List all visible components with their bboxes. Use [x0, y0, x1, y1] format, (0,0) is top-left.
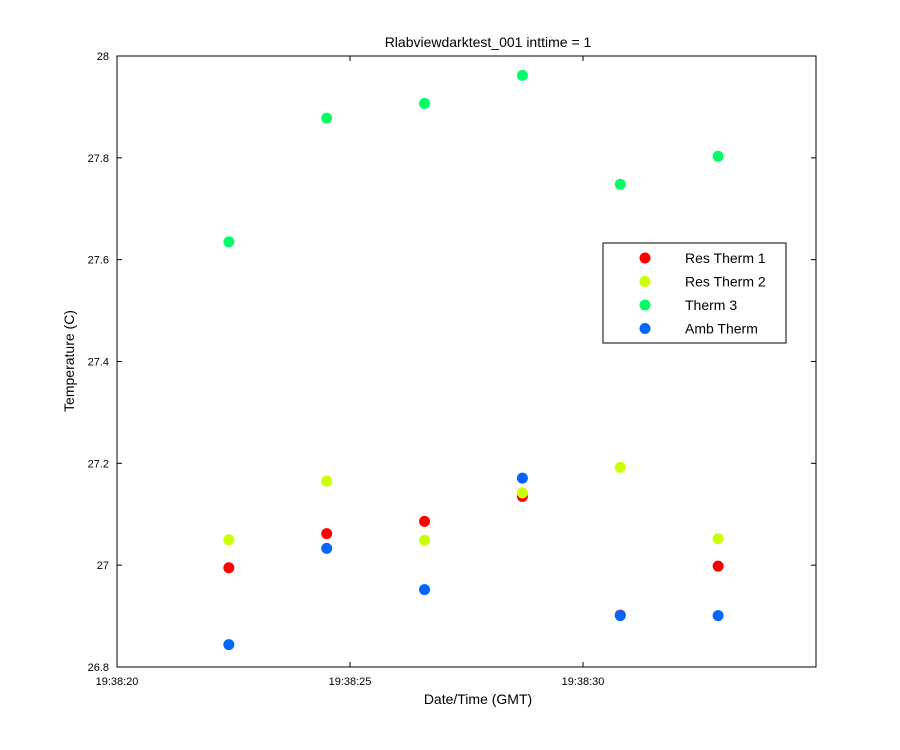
legend-marker	[639, 299, 651, 311]
data-point	[321, 528, 333, 540]
data-point	[712, 610, 724, 622]
data-point	[419, 534, 431, 546]
data-point	[419, 97, 431, 109]
data-point	[712, 533, 724, 545]
data-point	[223, 236, 235, 248]
data-point	[321, 542, 333, 554]
data-point	[419, 515, 431, 527]
data-point	[516, 487, 528, 499]
data-point	[614, 610, 626, 622]
x-tick-label: 19:38:30	[562, 676, 605, 688]
x-tick-label: 19:38:25	[329, 676, 372, 688]
data-point	[712, 560, 724, 572]
y-tick-label: 27.4	[88, 357, 109, 369]
data-points	[223, 69, 724, 651]
data-point	[614, 461, 626, 473]
series-therm-3	[223, 69, 724, 248]
series-res-therm-2	[223, 461, 724, 546]
y-tick-label: 26.8	[88, 662, 109, 674]
y-axis-label: Temperature (C)	[61, 310, 77, 412]
plot-frame	[116, 55, 817, 668]
y-tick-label: 27.8	[88, 153, 109, 165]
x-axis: 19:38:20 19:38:25 19:38:30	[96, 56, 605, 688]
series-amb-therm	[223, 472, 724, 651]
legend-label: Amb Therm	[685, 321, 758, 337]
data-point	[516, 472, 528, 484]
data-point	[223, 534, 235, 546]
legend-label: Res Therm 1	[685, 250, 766, 266]
y-tick-label: 28	[97, 51, 109, 63]
data-point	[516, 69, 528, 81]
legend-label: Therm 3	[685, 297, 737, 313]
legend-label: Res Therm 2	[685, 274, 766, 290]
data-point	[321, 475, 333, 487]
x-tick-label: 19:38:20	[96, 676, 139, 688]
data-point	[712, 150, 724, 162]
x-axis-label: Date/Time (GMT)	[424, 691, 532, 707]
data-point	[419, 584, 431, 596]
y-axis: 26.8 27 27.2 27.4 27.6 27.8 28	[88, 51, 816, 674]
legend-marker	[639, 276, 651, 287]
data-point	[223, 562, 235, 574]
legend-box	[602, 242, 787, 344]
legend: Res Therm 1 Res Therm 2 Therm 3 Amb Therm	[602, 242, 787, 344]
data-point	[614, 178, 626, 190]
y-tick-label: 27	[97, 560, 109, 572]
chart-title: Rlabviewdarktest_001 inttime = 1	[385, 34, 592, 50]
legend-marker	[639, 323, 651, 334]
legend-marker	[639, 252, 651, 264]
plot-area	[116, 55, 817, 668]
y-tick-label: 27.6	[88, 255, 109, 267]
data-point	[321, 112, 333, 124]
data-point	[223, 639, 235, 651]
y-tick-label: 27.2	[88, 458, 109, 470]
